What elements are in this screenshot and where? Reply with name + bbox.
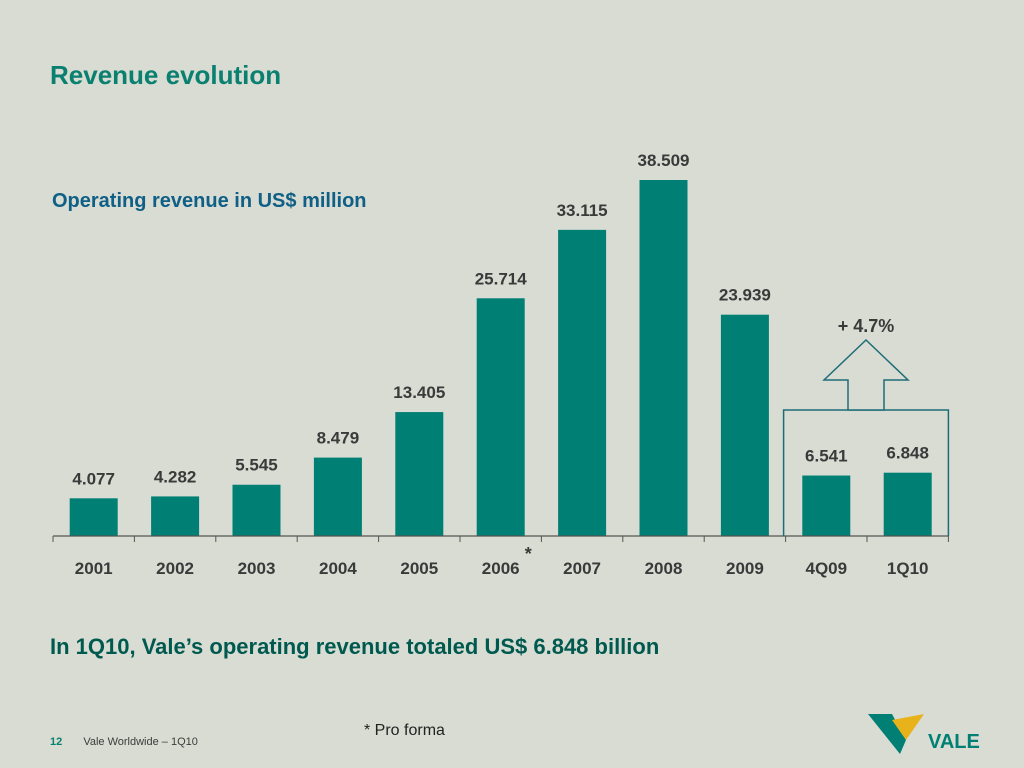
tick-label: 2001 [75,559,113,578]
data-label: 4.282 [154,467,197,486]
page-number: 12 [50,736,63,748]
tick-label: 2002 [156,559,194,578]
data-label: 23.939 [719,286,771,305]
footer-text: Vale Worldwide – 1Q10 [83,736,198,748]
bar [802,475,851,536]
bar [476,298,525,536]
bar [232,484,281,536]
page-title: Revenue evolution [50,60,282,90]
bar [558,229,607,536]
tick-label: 2005 [400,559,438,578]
data-label: 6.541 [805,447,848,466]
data-label: 38.509 [638,151,690,170]
tick-label: 2009 [726,559,764,578]
bar [395,412,444,536]
tick-label: 4Q09 [806,559,848,578]
summary-text: In 1Q10, Vale’s operating revenue totale… [50,634,660,659]
bar [639,180,688,536]
data-label: 13.405 [393,383,445,402]
footer: 12 Vale Worldwide – 1Q10 [50,736,198,748]
bar [313,457,362,536]
data-label: 5.545 [235,456,278,475]
footnote: * Pro forma [364,722,445,739]
chart-subtitle: Operating revenue in US$ million [52,190,367,212]
data-label: 25.714 [475,269,528,288]
logo-right-shape-icon [892,714,924,740]
data-label: 6.848 [886,444,929,463]
data-label: 33.115 [557,201,608,220]
logo-text: VALE [928,731,980,753]
tick-label: 1Q10 [887,559,929,578]
bar [69,498,118,536]
tick-label: 2008 [645,559,683,578]
data-label: 4.077 [72,469,115,488]
tick-label: 2003 [238,559,276,578]
bar [151,496,200,536]
growth-label: + 4.7% [838,316,895,336]
data-label: 8.479 [317,429,360,448]
bar [720,314,769,536]
tick-label: 2007 [563,559,601,578]
revenue-bar-chart: 4.077 2001 4.282 2002 5.545 2003 8.479 2004 13.4… [52,151,950,578]
asterisk-mark: * [525,544,532,564]
growth-arrow-icon [822,338,910,411]
bar [883,472,932,536]
tick-label: 2004 [319,559,357,578]
vale-logo: VALE [868,714,980,754]
tick-label: 2006 [482,559,520,578]
